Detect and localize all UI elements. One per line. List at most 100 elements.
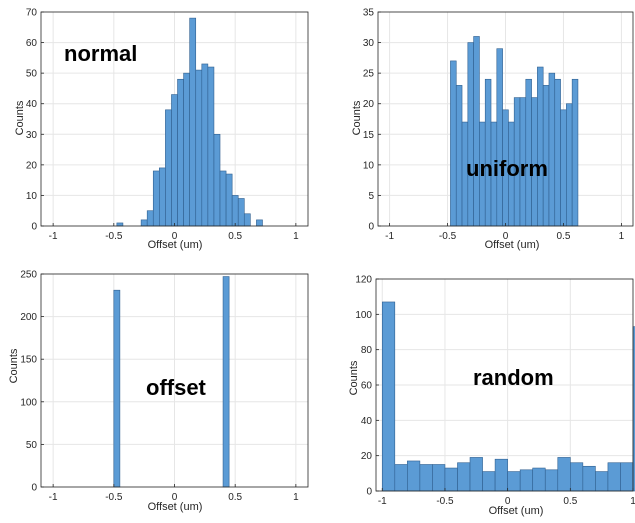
bar-uniform-1 bbox=[455, 85, 463, 227]
y-tick-label-uniform-2: 10 bbox=[363, 160, 375, 171]
y-tick-label-normal-2: 20 bbox=[26, 160, 38, 171]
x-tick-label-offset-1: -0.5 bbox=[105, 492, 123, 503]
bar-random-19 bbox=[620, 462, 634, 492]
bar-uniform-19 bbox=[560, 109, 567, 227]
bar-normal-19 bbox=[256, 219, 263, 227]
x-tick-label-normal-0: -1 bbox=[49, 231, 58, 242]
bar-uniform-0 bbox=[450, 60, 457, 227]
y-tick-label-offset-1: 50 bbox=[26, 440, 38, 451]
y-tick-label-normal-1: 10 bbox=[26, 191, 38, 202]
bar-uniform-13 bbox=[525, 78, 532, 227]
y-tick-label-offset-2: 100 bbox=[20, 397, 37, 408]
y-tick-label-normal-4: 40 bbox=[26, 99, 38, 110]
bar-normal-13 bbox=[213, 133, 221, 227]
y-tick-label-uniform-1: 5 bbox=[368, 191, 374, 202]
x-tick-label-offset-2: 0 bbox=[172, 492, 178, 503]
y-tick-label-random-0: 0 bbox=[366, 487, 372, 498]
y-tick-label-uniform-4: 20 bbox=[363, 99, 375, 110]
plot-area-offset: -1 -0.5 0 0.5 1 0 50 100 150 200 250 bbox=[20, 270, 309, 503]
plot-area-random: -1 -0.5 0 0.5 1 0 20 40 60 80 100 120 bbox=[355, 275, 635, 507]
x-tick-label-random-0: -1 bbox=[378, 496, 387, 507]
y-tick-label-random-3: 60 bbox=[361, 381, 373, 392]
bar-random-9 bbox=[494, 458, 508, 492]
bar-random-6 bbox=[457, 462, 471, 492]
xlabel-offset: Offset (um) bbox=[148, 501, 203, 513]
y-tick-label-uniform-0: 0 bbox=[368, 222, 374, 233]
x-tick-label-random-1: -0.5 bbox=[436, 496, 454, 507]
bar-normal-0 bbox=[116, 222, 124, 227]
bar-uniform-17 bbox=[548, 72, 556, 227]
bar-uniform-15 bbox=[537, 66, 544, 227]
overlay-label-random: random bbox=[473, 365, 554, 390]
bar-offset-0 bbox=[113, 289, 121, 488]
bar-normal-11 bbox=[201, 63, 209, 227]
x-tick-label-random-4: 1 bbox=[630, 496, 635, 507]
ylabel-random: Counts bbox=[348, 360, 360, 395]
bar-uniform-6 bbox=[484, 78, 492, 227]
bar-normal-14 bbox=[219, 170, 227, 227]
y-tick-label-random-5: 100 bbox=[355, 310, 372, 321]
bar-random-8 bbox=[482, 471, 496, 492]
bar-random-18 bbox=[607, 462, 621, 492]
y-tick-label-offset-5: 250 bbox=[20, 270, 37, 281]
x-tick-label-normal-2: 0 bbox=[172, 231, 178, 242]
bar-normal-16 bbox=[231, 195, 239, 227]
y-tick-label-uniform-7: 35 bbox=[363, 8, 375, 19]
bar-normal-9 bbox=[189, 17, 197, 227]
bar-random-10 bbox=[507, 471, 521, 492]
bar-random-17 bbox=[595, 471, 609, 492]
y-tick-label-uniform-3: 15 bbox=[363, 130, 375, 141]
ylabel-uniform: Counts bbox=[351, 100, 363, 135]
x-tick-label-random-2: 0 bbox=[505, 496, 511, 507]
bar-normal-2 bbox=[146, 210, 154, 227]
x-tick-label-offset-0: -1 bbox=[49, 492, 58, 503]
bar-uniform-21 bbox=[571, 78, 579, 227]
y-tick-label-random-1: 20 bbox=[361, 451, 373, 462]
xlabel-uniform: Offset (um) bbox=[485, 239, 540, 251]
xlabel-random: Offset (um) bbox=[489, 505, 544, 517]
bar-random-0 bbox=[381, 301, 396, 492]
x-tick-label-random-3: 0.5 bbox=[563, 496, 577, 507]
y-tick-label-random-6: 120 bbox=[355, 275, 372, 286]
y-tick-label-random-2: 40 bbox=[361, 416, 373, 427]
xlabel-normal: Offset (um) bbox=[148, 239, 203, 251]
overlay-label-offset: offset bbox=[146, 375, 207, 400]
bar-uniform-3 bbox=[467, 42, 474, 227]
bar-normal-1 bbox=[140, 219, 148, 227]
bar-uniform-4 bbox=[473, 36, 480, 227]
bar-uniform-20 bbox=[566, 103, 573, 227]
bar-random-1 bbox=[394, 464, 408, 492]
ylabel-normal: Counts bbox=[14, 100, 26, 135]
bar-normal-5 bbox=[165, 109, 172, 227]
bar-normal-15 bbox=[225, 173, 233, 227]
bar-random-12 bbox=[532, 467, 546, 492]
x-tick-label-offset-3: 0.5 bbox=[228, 492, 242, 503]
bar-normal-18 bbox=[243, 213, 251, 227]
bar-normal-3 bbox=[152, 170, 160, 227]
bar-random-2 bbox=[407, 460, 421, 492]
bar-normal-6 bbox=[171, 94, 178, 227]
y-tick-label-random-4: 80 bbox=[361, 345, 373, 356]
bar-random-15 bbox=[570, 462, 584, 492]
x-tick-label-uniform-1: -0.5 bbox=[439, 231, 457, 242]
x-tick-label-uniform-2: 0 bbox=[503, 231, 509, 242]
bar-random-5 bbox=[444, 467, 458, 492]
y-tick-label-normal-6: 60 bbox=[26, 38, 38, 49]
y-tick-label-normal-5: 50 bbox=[26, 69, 38, 80]
x-tick-label-offset-4: 1 bbox=[293, 492, 299, 503]
bar-random-14 bbox=[557, 457, 571, 492]
x-tick-label-uniform-4: 1 bbox=[619, 231, 625, 242]
y-tick-label-uniform-5: 25 bbox=[363, 69, 375, 80]
bar-random-4 bbox=[432, 464, 446, 492]
x-tick-label-normal-4: 1 bbox=[293, 231, 299, 242]
x-tick-label-normal-3: 0.5 bbox=[228, 231, 242, 242]
y-tick-label-normal-3: 30 bbox=[26, 130, 38, 141]
bar-random-13 bbox=[544, 469, 559, 492]
bar-offset-1 bbox=[222, 276, 230, 488]
bar-normal-17 bbox=[237, 198, 245, 227]
